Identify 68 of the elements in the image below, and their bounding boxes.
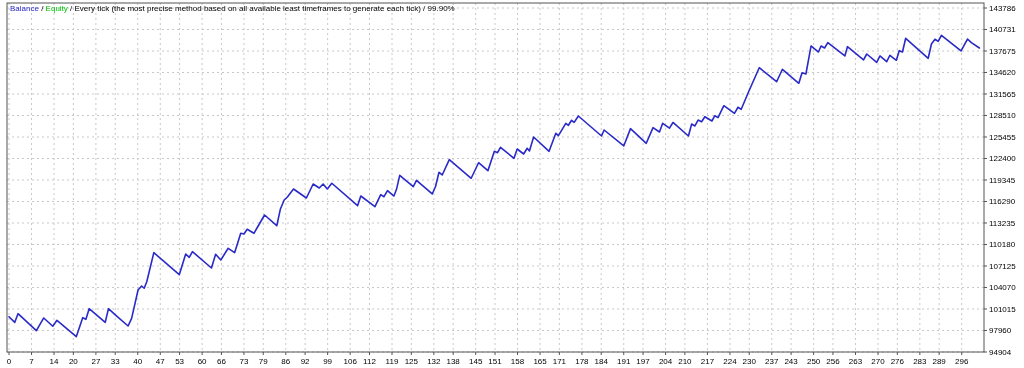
x-tick-label: 184 [594, 357, 609, 366]
y-tick-label: 137675 [989, 46, 1017, 56]
x-tick-label: 197 [636, 357, 651, 366]
x-tick-label: 47 [155, 357, 166, 366]
x-tick-label: 191 [617, 357, 631, 366]
x-tick-label: 178 [575, 357, 590, 366]
x-tick-label: 151 [488, 357, 503, 366]
x-tick-label: 171 [552, 357, 567, 366]
x-tick-label: 132 [427, 357, 442, 366]
y-tick-label: 104070 [989, 283, 1017, 293]
line-series [8, 34, 981, 338]
x-tick-label: 145 [469, 357, 483, 366]
x-tick-label: 276 [890, 357, 905, 366]
y-tick-label: 134620 [989, 68, 1017, 78]
y-tick-label: 101015 [989, 304, 1017, 314]
x-tick-label: 14 [49, 357, 60, 366]
x-tick-label: 53 [175, 357, 185, 366]
x-tick-label: 27 [91, 357, 101, 366]
x-tick-label: 40 [133, 357, 143, 366]
x-tick-label: 33 [110, 357, 121, 366]
x-tick-label: 66 [216, 357, 227, 366]
x-tick-label: 263 [848, 357, 863, 366]
text: Balance [10, 4, 40, 13]
x-tick-label: 289 [932, 357, 947, 366]
y-tick-label: 119345 [989, 175, 1016, 185]
x-tick-label: 112 [363, 357, 377, 366]
x-tick-label: 237 [765, 357, 780, 366]
x-tick-label: 79 [258, 357, 269, 366]
x-tick-label: 106 [343, 357, 358, 366]
y-tick-label: 131565 [989, 89, 1017, 99]
x-tick-label: 204 [658, 357, 673, 366]
x-tick-label: 119 [385, 357, 399, 366]
x-tick-label: 20 [68, 357, 79, 366]
y-tick-label: 125455 [989, 132, 1017, 142]
y-tick-label: 113235 [989, 218, 1016, 228]
x-tick-label: 7 [29, 357, 35, 366]
y-tick-label: 140731 [989, 25, 1017, 35]
x-tick-label: 0 [6, 357, 12, 366]
x-tick-label: 99 [323, 357, 333, 366]
y-tick-label: 97960 [989, 326, 1012, 336]
x-tick-label: 230 [742, 357, 757, 366]
x-tick-label: 73 [239, 357, 249, 366]
y-tick-label: 107125 [989, 261, 1017, 271]
x-tick-label: 224 [723, 357, 738, 366]
x-tick-label: 283 [913, 357, 928, 366]
x-tick-label: 86 [281, 357, 291, 366]
x-tick-label: 270 [871, 357, 886, 366]
x-tick-label: 138 [446, 357, 461, 366]
x-tick-label: 256 [826, 357, 841, 366]
y-tick-label: 143786 [989, 3, 1017, 13]
y-tick-label: 94904 [989, 347, 1012, 357]
x-tick-label: 60 [197, 357, 208, 366]
x-tick-label: 296 [955, 357, 969, 366]
x-tick-label: 250 [806, 357, 821, 366]
chart-title: / Every tick (the most precise method based on all available least timeframes to generate each tick) / 99.90% [70, 4, 455, 13]
x-tick-label: 165 [533, 357, 548, 366]
y-tick-label: 116290 [989, 197, 1016, 207]
x-tick-label: 217 [700, 357, 715, 366]
x-tick-label: 243 [784, 357, 799, 366]
y-tick-label: 122400 [989, 154, 1017, 164]
y-tick-label: 110180 [989, 240, 1016, 250]
x-tick-label: 210 [678, 357, 693, 366]
y-tick-label: 128510 [989, 111, 1017, 121]
annotation: / [38, 4, 46, 13]
x-tick-label: 158 [510, 357, 525, 366]
legend-label: Equity [45, 4, 68, 13]
x-tick-label: 125 [404, 357, 419, 366]
x-tick-label: 92 [300, 357, 311, 366]
